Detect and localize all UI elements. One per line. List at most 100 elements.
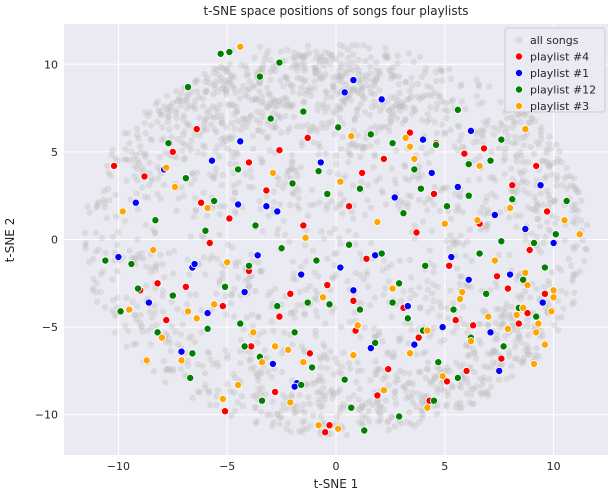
all-songs-point: [336, 386, 344, 394]
all-songs-point: [307, 92, 315, 99]
all-songs-point: [355, 56, 362, 64]
all-songs-point: [339, 97, 346, 105]
all-songs-point: [175, 195, 182, 202]
all-songs-point: [112, 191, 119, 198]
all-songs-point: [203, 126, 210, 133]
all-songs-point: [242, 170, 249, 178]
playlist-point: [371, 251, 380, 260]
all-songs-point: [508, 303, 515, 311]
all-songs-point: [239, 120, 246, 127]
all-songs-point: [196, 388, 203, 396]
all-songs-point: [408, 274, 415, 281]
all-songs-point: [349, 67, 356, 74]
all-songs-point: [387, 113, 394, 121]
playlist-point: [405, 349, 414, 358]
all-songs-point: [241, 92, 249, 99]
all-songs-point: [322, 49, 329, 56]
all-songs-point: [375, 409, 383, 416]
all-songs-point: [381, 123, 388, 131]
all-songs-point: [419, 117, 426, 124]
all-songs-point: [264, 120, 272, 128]
all-songs-point: [517, 212, 524, 219]
all-songs-point: [296, 90, 303, 97]
playlist-point: [538, 298, 547, 307]
all-songs-point: [438, 187, 445, 194]
all-songs-point: [319, 377, 326, 385]
all-songs-point: [466, 351, 473, 358]
all-songs-point: [464, 238, 471, 245]
all-songs-point: [493, 283, 501, 291]
all-songs-point: [232, 259, 239, 266]
all-songs-point: [244, 115, 251, 123]
all-songs-point: [214, 386, 221, 394]
all-songs-point: [246, 78, 253, 85]
playlist-point: [532, 312, 541, 321]
all-songs-point: [434, 100, 441, 108]
all-songs-point: [137, 311, 144, 319]
all-songs-point: [419, 392, 427, 399]
all-songs-point: [533, 138, 541, 146]
all-songs-point: [431, 183, 438, 191]
all-songs-point: [568, 301, 576, 308]
all-songs-point: [427, 196, 434, 204]
all-songs-point: [232, 374, 239, 381]
all-songs-point: [517, 134, 525, 142]
all-songs-point: [134, 251, 142, 258]
all-songs-point: [189, 170, 196, 177]
all-songs-point: [433, 410, 441, 418]
playlist-point: [388, 139, 397, 148]
all-songs-point: [281, 73, 289, 80]
all-songs-point: [237, 62, 245, 69]
all-songs-point: [353, 111, 361, 119]
all-songs-point: [460, 144, 468, 151]
all-songs-point: [283, 172, 291, 180]
all-songs-point: [267, 99, 274, 106]
all-songs-point: [207, 356, 214, 363]
all-songs-point: [237, 126, 245, 134]
all-songs-point: [525, 119, 532, 126]
all-songs-point: [336, 67, 343, 75]
all-songs-point: [155, 107, 162, 114]
all-songs-point: [204, 349, 211, 356]
all-songs-point: [294, 63, 301, 71]
all-songs-point: [332, 55, 339, 63]
all-songs-point: [382, 201, 390, 208]
all-songs-point: [274, 225, 282, 233]
all-songs-point: [337, 145, 345, 153]
all-songs-point: [306, 87, 313, 95]
all-songs-point: [123, 343, 130, 350]
playlist-point: [170, 182, 179, 191]
all-songs-point: [565, 255, 572, 263]
playlist-point: [131, 198, 140, 207]
all-songs-point: [514, 326, 521, 334]
all-songs-point: [194, 149, 202, 156]
all-songs-point: [348, 42, 356, 49]
all-songs-point: [369, 77, 376, 84]
all-songs-point: [357, 153, 364, 161]
all-songs-point: [409, 399, 417, 407]
all-songs-point: [222, 81, 229, 88]
all-songs-point: [334, 389, 341, 396]
all-songs-point: [148, 264, 155, 272]
series-playlist-1: [114, 76, 558, 391]
all-songs-point: [430, 281, 437, 288]
playlist-point: [275, 312, 284, 321]
all-songs-point: [424, 207, 431, 214]
all-songs-point: [307, 422, 314, 429]
all-songs-point: [336, 72, 344, 79]
all-songs-point: [467, 284, 475, 291]
all-songs-point: [376, 402, 383, 409]
all-songs-point: [232, 210, 239, 217]
all-songs-point: [293, 402, 301, 410]
all-songs-point: [396, 89, 403, 97]
all-songs-point: [334, 360, 341, 367]
all-songs-point: [315, 150, 322, 158]
all-songs-point: [131, 254, 139, 261]
all-songs-point: [168, 134, 175, 141]
all-songs-point: [406, 379, 413, 386]
all-songs-point: [501, 170, 508, 178]
all-songs-point: [524, 348, 531, 356]
all-songs-point: [157, 251, 164, 258]
all-songs-point: [206, 401, 214, 409]
all-songs-point: [213, 392, 220, 400]
